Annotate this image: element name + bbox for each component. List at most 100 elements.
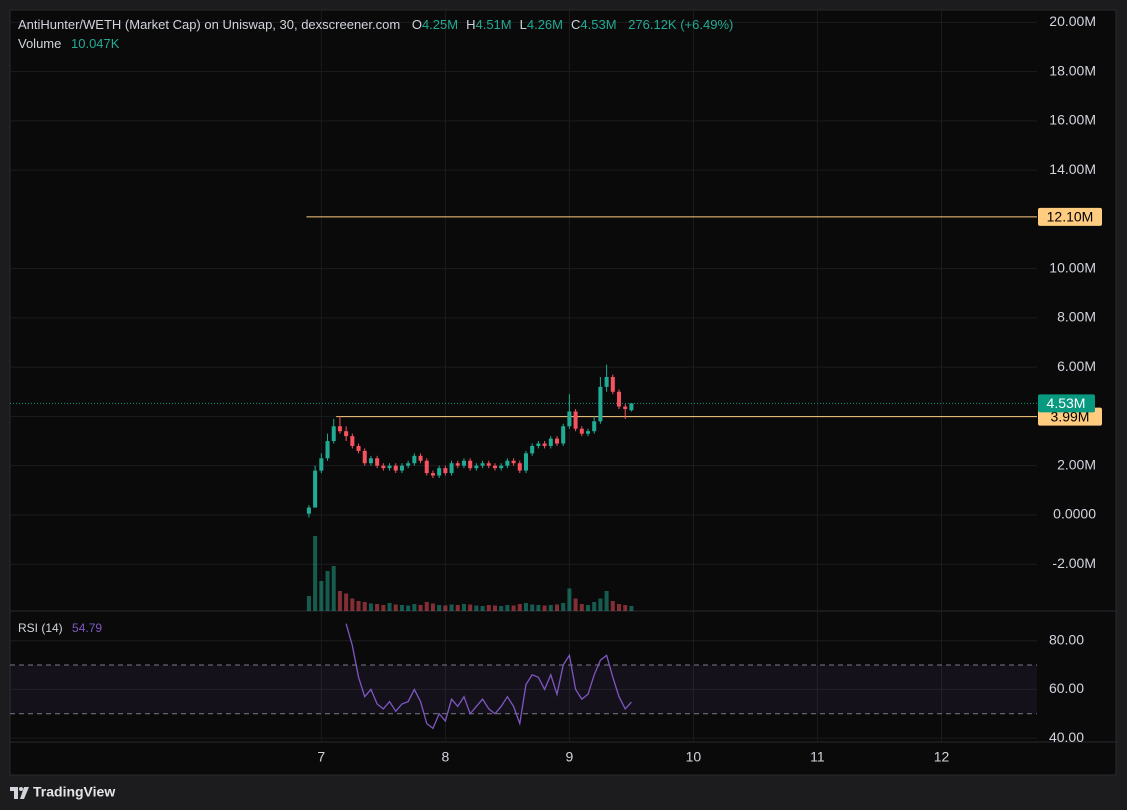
branding: TradingView	[33, 784, 115, 800]
y-tick-label: 10.00M	[1049, 259, 1096, 275]
volume-bar	[604, 591, 609, 611]
candle-body	[554, 438, 560, 444]
candle-body	[375, 458, 380, 466]
x-tick-label: 11	[810, 749, 825, 765]
volume-title: Volume	[18, 36, 62, 51]
volume-bar	[623, 605, 628, 611]
volume-bar	[455, 605, 460, 611]
logo-part	[10, 787, 18, 799]
ohlc-value: 4.25M	[421, 17, 459, 32]
chart-panel	[9, 9, 1117, 776]
candle-body	[443, 468, 448, 474]
volume-bar	[511, 605, 516, 611]
candle-body	[344, 431, 349, 437]
x-tick-label: 7	[317, 749, 325, 765]
candle-body	[523, 453, 528, 471]
candle-body	[548, 438, 553, 446]
candle-body	[505, 460, 510, 466]
candle-body	[585, 431, 591, 434]
rsi-band	[10, 665, 1037, 714]
x-tick-label: 10	[686, 749, 702, 765]
candle-body	[387, 465, 392, 469]
candle-body	[604, 377, 609, 387]
candle-body	[412, 455, 417, 464]
x-tick-label: 12	[934, 749, 950, 765]
y-tick-label: -2.00M	[1052, 555, 1096, 571]
volume-bar	[424, 602, 429, 611]
volume-bar	[610, 601, 615, 611]
ohlc-key: H	[466, 17, 476, 32]
candle-body	[393, 465, 398, 471]
ohlc-value: 4.53M	[580, 17, 617, 32]
candle-body	[480, 463, 485, 466]
candle-body	[517, 463, 522, 471]
candle-body	[461, 460, 466, 466]
logo-part	[20, 787, 29, 799]
candle-body	[350, 436, 355, 446]
candle-body	[362, 450, 367, 464]
price-label: 12.10M	[1047, 209, 1094, 225]
volume-bar	[356, 601, 361, 611]
volume-bar	[344, 593, 349, 611]
volume-bar	[437, 605, 442, 611]
y-tick-label: 6.00M	[1057, 358, 1096, 374]
change-percent: (+6.49%)	[680, 17, 734, 32]
rsi-line	[345, 623, 632, 730]
candle-body	[567, 411, 572, 427]
candle-body	[430, 473, 435, 476]
volume-bar	[573, 598, 578, 611]
candle-body	[579, 428, 584, 434]
volume-bar	[523, 603, 528, 611]
candle-body	[337, 426, 342, 432]
volume-bar	[368, 603, 373, 611]
y-tick-label: 18.00M	[1049, 62, 1096, 78]
volume-bar	[530, 604, 535, 611]
volume-bar	[325, 571, 330, 611]
candle-body	[573, 411, 578, 429]
volume-bar	[486, 605, 491, 611]
candle-body	[629, 403, 634, 411]
rsi-tick-label: 60.00	[1049, 680, 1084, 696]
volume-bar	[319, 581, 324, 611]
ohlc-key: O	[411, 17, 422, 32]
volume-bar	[461, 604, 466, 611]
candle-body	[368, 458, 373, 464]
y-tick-label: 16.00M	[1049, 112, 1096, 128]
candle-body	[592, 421, 597, 432]
volume-bar	[468, 604, 473, 611]
candle-body	[499, 465, 504, 469]
volume-bar	[561, 603, 566, 611]
candle-body	[610, 377, 615, 392]
candle-body	[561, 426, 566, 444]
candle-body	[616, 391, 622, 407]
rsi-tick-label: 40.00	[1049, 729, 1084, 745]
volume-bar	[313, 536, 318, 611]
volume-bar	[381, 605, 386, 611]
volume-bar	[375, 604, 380, 611]
volume-bar	[554, 604, 560, 611]
volume-bar	[393, 604, 398, 611]
candle-body	[418, 455, 423, 461]
candle-body	[455, 463, 460, 466]
ohlc: O4.25M H4.51M L4.26M C4.53M	[404, 17, 617, 32]
volume-bar	[492, 605, 497, 611]
candle-body	[486, 463, 491, 466]
y-tick-label: 2.00M	[1057, 456, 1096, 472]
volume-bar	[350, 598, 355, 611]
tradingview-logo	[10, 787, 29, 799]
candle-body	[623, 406, 628, 410]
x-tick-label: 9	[565, 749, 573, 765]
y-tick-label: 8.00M	[1057, 309, 1096, 325]
rsi-tick-label: 80.00	[1049, 631, 1084, 647]
rsi-legend: RSI (14) 54.79	[18, 621, 102, 635]
volume-bar	[474, 605, 479, 611]
candle-body	[319, 458, 324, 471]
ohlc-value: 4.26M	[526, 17, 563, 32]
candle-body	[598, 386, 603, 422]
y-tick-label: 14.00M	[1049, 161, 1096, 177]
volume-bar	[517, 604, 522, 611]
candle-body	[511, 460, 516, 464]
ohlc-key: C	[571, 17, 581, 32]
volume-bar	[430, 603, 435, 611]
price-label-box	[1038, 207, 1102, 226]
